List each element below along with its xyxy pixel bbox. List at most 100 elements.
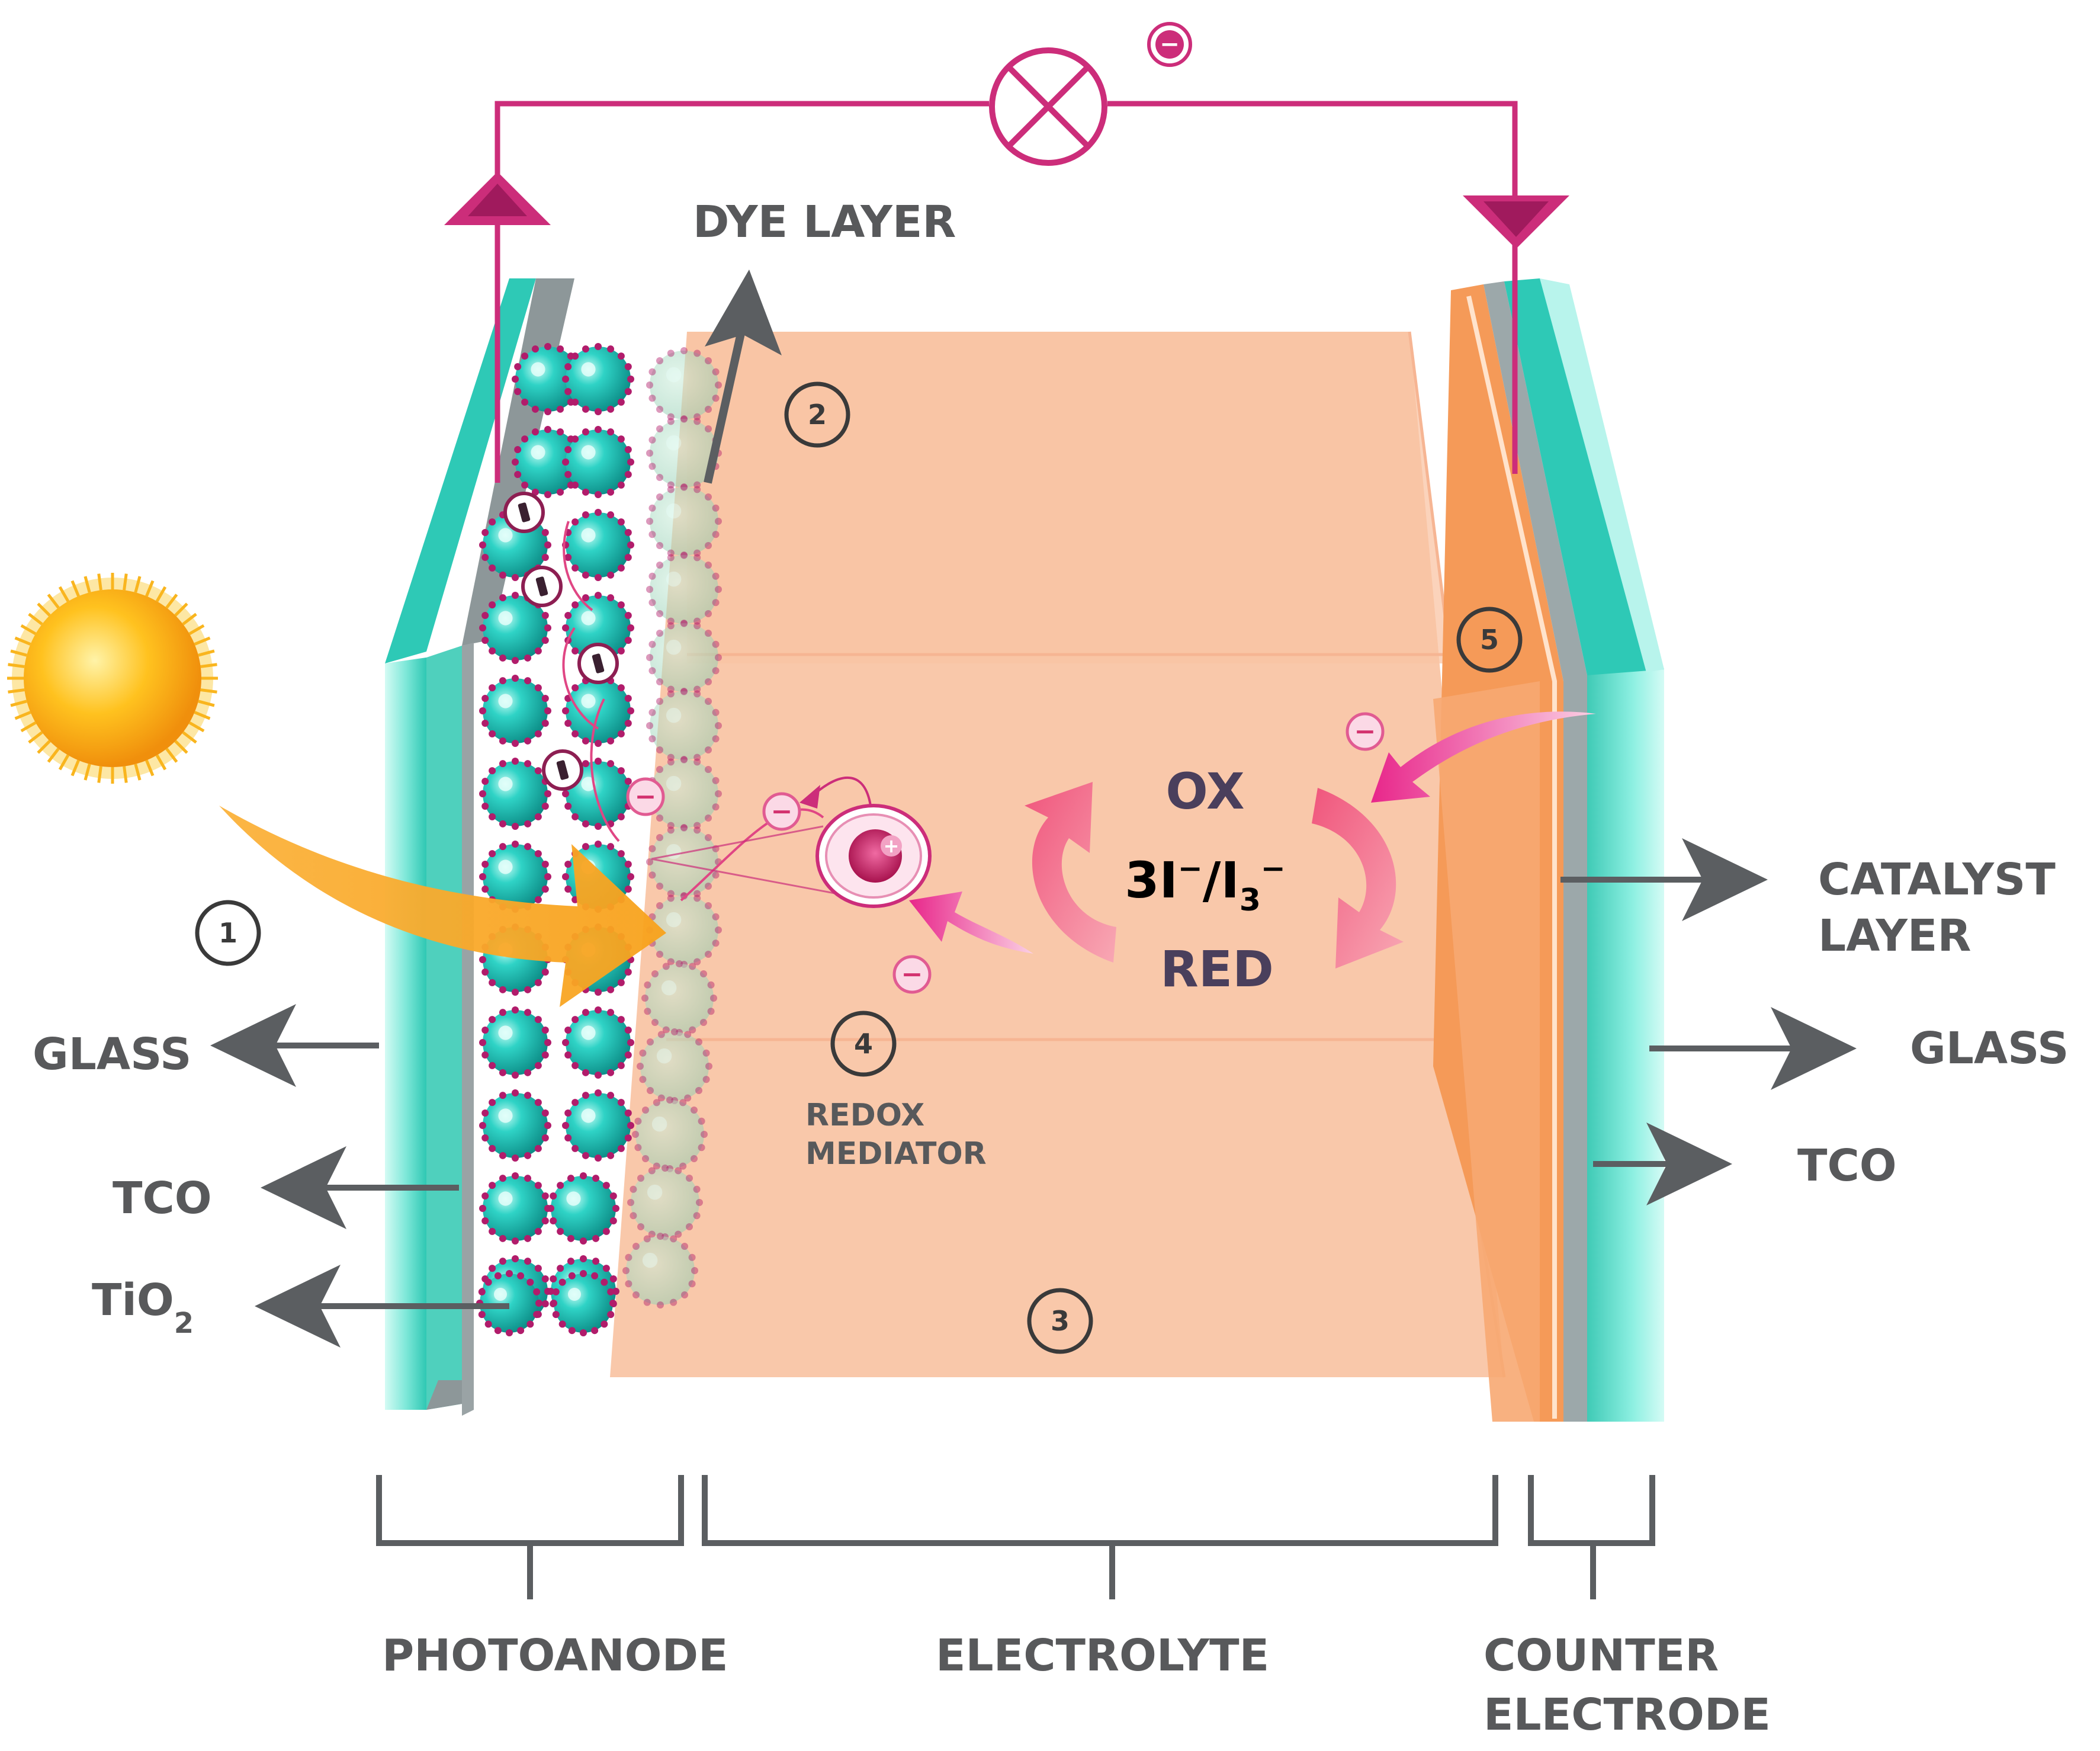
sun-ray — [14, 636, 31, 646]
svg-text:3: 3 — [1051, 1305, 1070, 1337]
sun-ray — [174, 740, 188, 754]
electron-injection-paths — [562, 521, 824, 902]
svg-text:+: + — [884, 835, 900, 857]
dye-layer-label: DYE LAYER — [693, 197, 956, 248]
sun-ray — [47, 594, 60, 609]
dye-particle — [646, 756, 722, 832]
sun-ray — [198, 649, 215, 657]
sun-ray — [10, 649, 27, 657]
counter-electrode-label-2: ELECTRODE — [1484, 1689, 1771, 1740]
sun-ray — [20, 721, 37, 733]
svg-text:−: − — [771, 797, 793, 827]
dye-particle — [632, 1096, 708, 1172]
sun-ray — [188, 721, 205, 733]
catalyst-label-2: LAYER — [1818, 910, 1971, 961]
reduction-arrow-left — [1025, 782, 1116, 963]
step-marker-3: 3 — [1027, 1288, 1093, 1354]
sun-ray — [194, 636, 211, 646]
tio2-particle — [479, 1172, 551, 1245]
sun-ray — [58, 754, 70, 771]
sun-ray — [47, 748, 60, 763]
sun-ray — [8, 663, 25, 668]
sun-ray — [10, 700, 27, 707]
photoanode-label: PHOTOANODE — [382, 1630, 728, 1681]
glass-left-body — [426, 646, 462, 1410]
sun-ray — [97, 573, 102, 591]
dye-particle — [637, 1028, 712, 1104]
dye-particle — [646, 688, 722, 764]
step-marker-4: 4 — [830, 1011, 897, 1077]
electrolyte-bracket — [702, 1475, 1498, 1599]
sun-ray — [134, 576, 142, 593]
sun-ray — [165, 594, 178, 609]
redox-mediator-label-1: REDOX — [805, 1098, 924, 1133]
load-bulb — [989, 47, 1107, 166]
electron-icon: − — [892, 955, 932, 994]
sun-icon — [7, 573, 218, 784]
electron-icon — [577, 643, 619, 684]
step-marker-1: 1 — [195, 900, 261, 966]
svg-text:−: − — [635, 782, 657, 812]
current-down-arrow-inner — [1484, 201, 1549, 237]
tco-right — [1484, 281, 1587, 1422]
counter-electrode-label-1: COUNTER — [1484, 1630, 1719, 1681]
sun-ray — [58, 586, 70, 602]
dye-particle — [646, 551, 722, 627]
tio2-particle — [562, 1089, 634, 1162]
oxidation-arrow-right — [1312, 788, 1404, 968]
circuit-electron-badge: − — [1147, 22, 1192, 67]
sun-ray — [37, 602, 51, 617]
dye-particle — [627, 1165, 703, 1240]
dye-layer-arrow — [704, 322, 747, 484]
photoanode-bracket — [376, 1475, 684, 1599]
red-label: RED — [1160, 940, 1274, 998]
tio2-particle — [562, 426, 634, 498]
svg-text:1: 1 — [219, 917, 237, 949]
glass-left — [385, 658, 426, 1410]
oxidized-dye: + — [651, 804, 932, 908]
electron-icon: − — [1346, 712, 1385, 751]
svg-text:2: 2 — [808, 399, 827, 431]
sun-ray — [145, 580, 155, 597]
step-markers: 1 2 3 4 5 — [195, 381, 1523, 1354]
sun-ray — [200, 663, 217, 668]
label-pointer-heads — [210, 838, 1857, 1348]
sun-ray — [14, 711, 31, 720]
sun-ray — [8, 688, 25, 694]
tio2-particle — [479, 841, 551, 913]
tio2-particle — [547, 1172, 619, 1245]
sun-ray — [37, 740, 51, 754]
sun-ray — [84, 576, 91, 593]
step-marker-2: 2 — [784, 381, 850, 448]
tco-right-label: TCO — [1797, 1140, 1897, 1191]
sun-ray — [155, 754, 167, 771]
svg-text:−: − — [901, 960, 923, 990]
sun-ray — [165, 748, 178, 763]
step-marker-5: 5 — [1456, 607, 1523, 673]
sun-ray — [145, 759, 155, 777]
tio2-particle — [550, 1270, 616, 1336]
sun-ray — [155, 586, 167, 602]
sun-ray — [70, 580, 80, 597]
svg-text:−: − — [1160, 31, 1180, 58]
sun-ray — [182, 612, 197, 626]
dye-particle — [646, 620, 722, 695]
tio2-particle — [562, 1006, 634, 1079]
glass-right-back — [1540, 278, 1664, 672]
light-arrow — [219, 806, 666, 1007]
glass-right — [1587, 669, 1664, 1422]
mediator-electron-arrowhead — [799, 785, 820, 809]
sun-ray — [123, 573, 128, 591]
electron-icon — [503, 492, 545, 533]
electron-icon: − — [626, 777, 665, 816]
catalyst-label-1: CATALYST — [1818, 854, 2056, 905]
sun-ray — [194, 711, 211, 720]
svg-text:−: − — [1354, 717, 1376, 747]
sun-ray — [188, 624, 205, 636]
electron-icon — [521, 566, 563, 607]
sun-ray — [200, 688, 217, 694]
dye-layer-arrowhead — [705, 270, 782, 355]
catalyst-highlight — [1466, 296, 1557, 1419]
electron-icon — [542, 749, 583, 791]
